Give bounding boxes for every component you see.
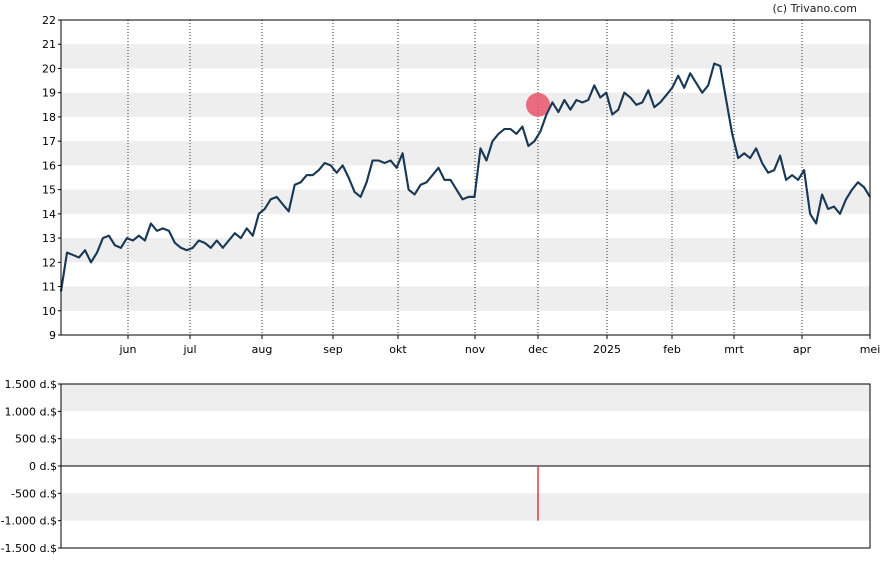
price-x-tick-label: feb [663,343,681,356]
volume-y-tick-label: -1.000 d.$ [1,515,57,528]
price-x-tick-label: mei [860,343,881,356]
price-y-tick-label: 17 [42,135,56,148]
price-x-tick-label: dec [528,343,548,356]
price-y-tick-label: 15 [42,184,56,197]
price-x-tick-label: nov [465,343,486,356]
price-y-tick-label: 16 [42,159,56,172]
price-y-tick-label: 18 [42,111,56,124]
price-x-tick-label: apr [793,343,812,356]
volume-y-tick-label: -1.500 d.$ [1,542,57,555]
volume-y-tick-label: 1.500 d.$ [5,378,57,391]
price-grid-band [61,189,870,214]
price-y-tick-label: 13 [42,232,56,245]
price-x-axis: jun jul aug sep okt nov dec 2025 feb mrt apr mei [119,335,881,356]
price-grid-band [61,44,870,69]
volume-panel: 1.500 d.$ 1.000 d.$ 500 d.$ 0 d.$ -500 d.$ -1… [1,378,871,555]
price-grid-band [61,238,870,263]
volume-y-tick-label: 500 d.$ [15,433,57,446]
price-x-tick-label: 2025 [593,343,621,356]
price-grid-bands [61,44,870,311]
credit-text: (c) Trivano.com [772,2,857,15]
event-marker [526,92,550,117]
price-grid-band [61,286,870,311]
price-y-tick-label: 12 [42,256,56,269]
price-marker-layer [60,62,871,292]
volume-grid-bands [61,384,870,521]
price-plot-frame [60,19,871,336]
volume-grid-band [61,384,870,412]
volume-y-tick-label: 0 d.$ [29,460,57,473]
price-x-tick-label: jul [182,343,196,356]
price-y-tick-label: 14 [42,208,56,221]
price-grid-band [61,141,870,166]
price-panel: 9 10 11 12 13 14 15 16 17 18 19 20 21 22 jun jul aug sep… [42,14,880,356]
price-x-tick-label: mrt [724,343,744,356]
price-y-axis: 9 10 11 12 13 14 15 16 17 18 19 20 21 22 [42,14,61,342]
price-y-tick-label: 9 [49,329,56,342]
price-series-line-overlay [60,62,871,292]
price-y-tick-label: 10 [42,305,56,318]
volume-y-axis: 1.500 d.$ 1.000 d.$ 500 d.$ 0 d.$ -500 d.$ -1… [1,378,61,555]
price-y-tick-label: 21 [42,38,56,51]
volume-y-tick-label: -500 d.$ [11,487,57,500]
price-x-tick-label: jun [119,343,137,356]
price-x-tick-label: okt [389,343,407,356]
price-y-tick-label: 11 [42,281,56,294]
price-grid-band [61,92,870,117]
volume-grid-band [61,493,870,521]
price-y-tick-label: 20 [42,62,56,75]
price-x-tick-label: sep [323,343,342,356]
volume-grid-band [61,438,870,466]
price-y-tick-label: 19 [42,87,56,100]
price-y-tick-label: 22 [42,14,56,27]
volume-y-tick-label: 1.000 d.$ [5,405,57,418]
price-x-tick-label: aug [252,343,273,356]
